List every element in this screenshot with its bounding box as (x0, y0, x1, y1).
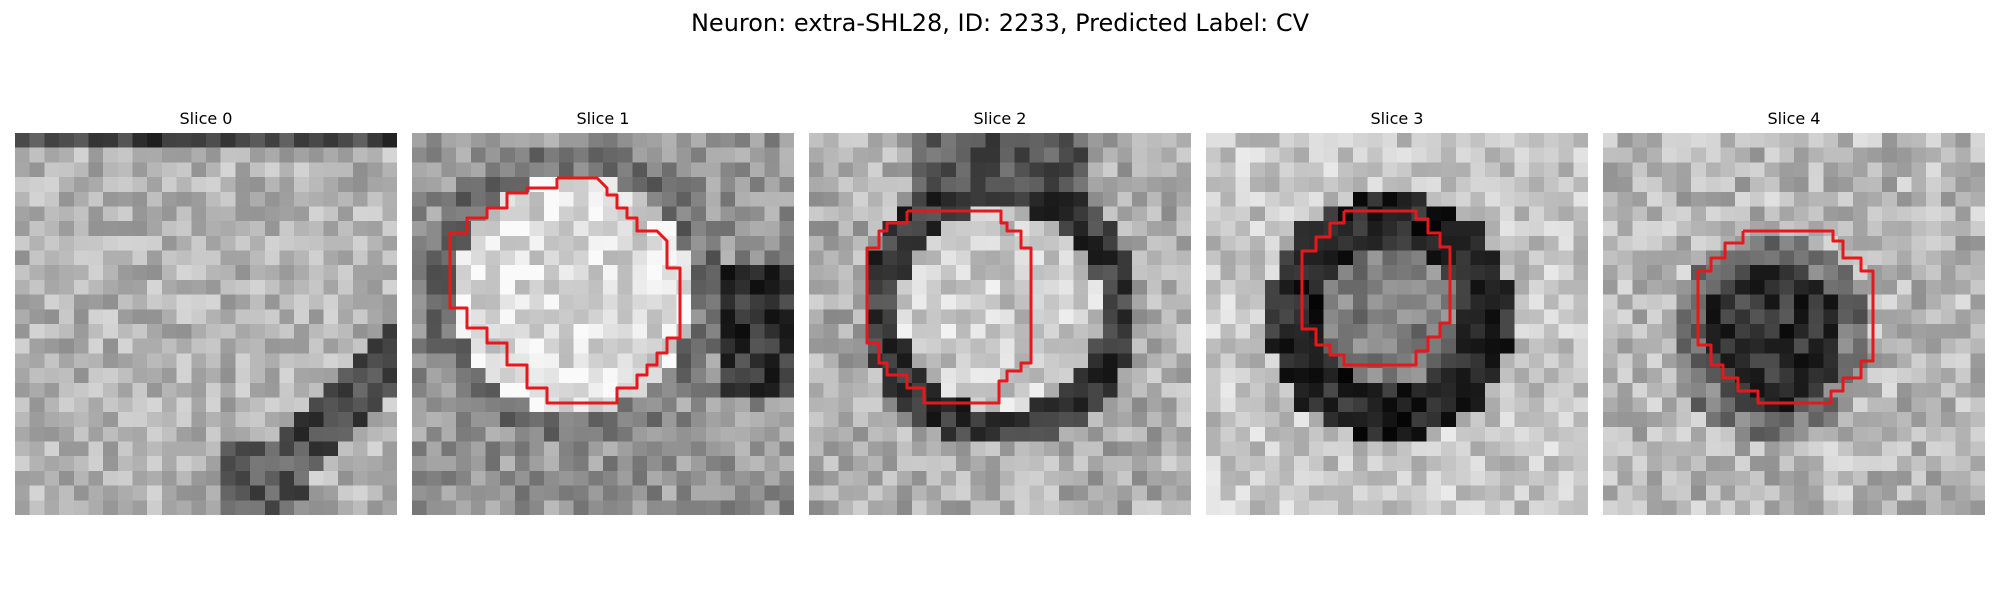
em-slice-image (1603, 133, 1985, 515)
slice-title: Slice 2 (973, 109, 1027, 128)
slice-title: Slice 1 (576, 109, 630, 128)
slice-title: Slice 3 (1370, 109, 1424, 128)
segmentation-contour (1696, 229, 1875, 405)
slice-title: Slice 0 (179, 109, 233, 128)
slice-title: Slice 4 (1767, 109, 1821, 128)
em-slice-image (15, 133, 397, 515)
segmentation-contour (865, 209, 1033, 405)
figure-title: Neuron: extra-SHL28, ID: 2233, Predicted… (690, 9, 1310, 37)
segmentation-contour (448, 176, 682, 405)
segmentation-contour (1300, 209, 1452, 367)
em-slice-image (412, 133, 794, 515)
em-slice-image (1206, 133, 1588, 515)
em-slice-image (809, 133, 1191, 515)
